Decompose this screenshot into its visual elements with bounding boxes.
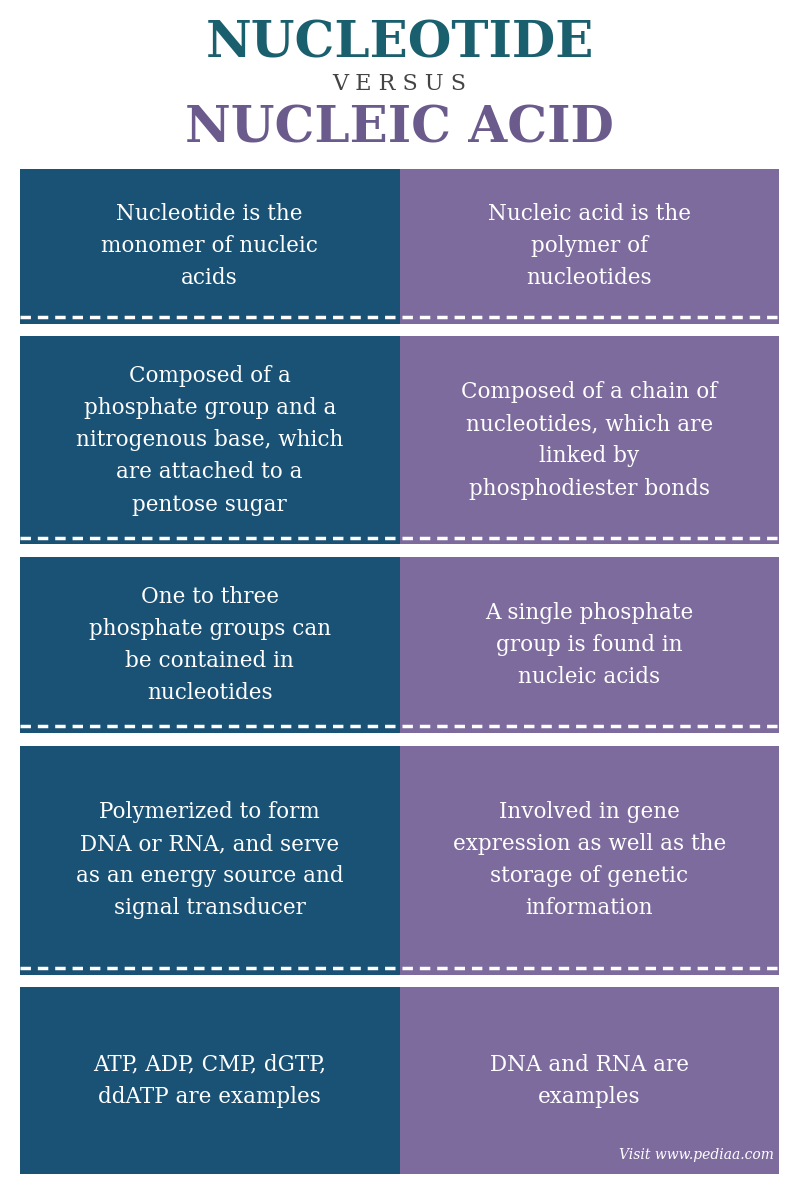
Text: DNA and RNA are
examples: DNA and RNA are examples	[490, 1053, 689, 1108]
Bar	[400, 336, 779, 545]
Text: ATP, ADP, CMP, dGTP,
ddATP are examples: ATP, ADP, CMP, dGTP, ddATP are examples	[93, 1053, 326, 1108]
Text: Nucleotide is the
monomer of nucleic
acids: Nucleotide is the monomer of nucleic aci…	[101, 203, 318, 289]
Bar	[20, 556, 400, 732]
Text: One to three
phosphate groups can
be contained in
nucleotides: One to three phosphate groups can be con…	[89, 585, 331, 704]
Text: V E R S U S: V E R S U S	[332, 73, 467, 95]
Bar	[400, 556, 779, 732]
Text: Visit www.pediaa.com: Visit www.pediaa.com	[619, 1149, 774, 1162]
Text: Nucleic acid is the
polymer of
nucleotides: Nucleic acid is the polymer of nucleotid…	[487, 203, 691, 289]
Text: Composed of a chain of
nucleotides, which are
linked by
phosphodiester bonds: Composed of a chain of nucleotides, whic…	[461, 380, 718, 499]
Bar	[20, 746, 400, 975]
Text: NUCLEOTIDE: NUCLEOTIDE	[205, 19, 594, 69]
Text: A single phosphate
group is found in
nucleic acids: A single phosphate group is found in nuc…	[485, 602, 694, 688]
Bar	[20, 169, 400, 323]
Text: NUCLEIC ACID: NUCLEIC ACID	[185, 105, 614, 153]
Bar	[20, 988, 400, 1174]
Bar	[400, 169, 779, 323]
Text: Involved in gene
expression as well as the
storage of genetic
information: Involved in gene expression as well as t…	[452, 801, 725, 919]
Bar	[20, 336, 400, 545]
Text: Composed of a
phosphate group and a
nitrogenous base, which
are attached to a
pe: Composed of a phosphate group and a nitr…	[76, 365, 344, 516]
Text: Polymerized to form
DNA or RNA, and serve
as an energy source and
signal transdu: Polymerized to form DNA or RNA, and serv…	[76, 801, 344, 919]
Bar	[400, 988, 779, 1174]
Bar	[400, 746, 779, 975]
